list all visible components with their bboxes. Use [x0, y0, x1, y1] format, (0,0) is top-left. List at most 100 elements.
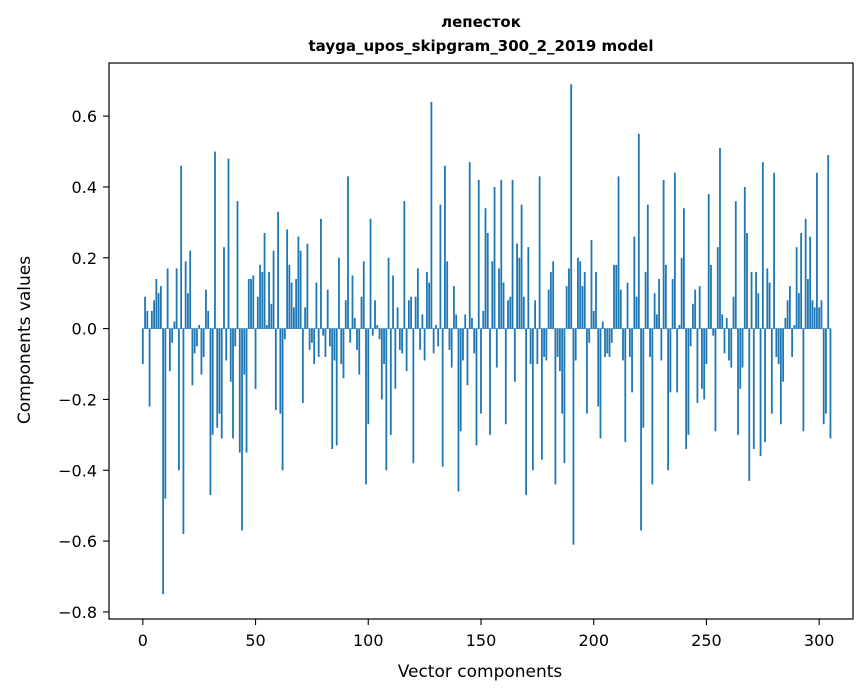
bar	[322, 328, 325, 336]
bar	[421, 314, 424, 329]
bar	[252, 275, 255, 329]
bar	[232, 328, 234, 439]
bar	[387, 257, 390, 329]
bar	[254, 328, 257, 389]
bar	[369, 218, 372, 329]
bar	[333, 328, 336, 361]
bar	[150, 310, 153, 329]
bar	[793, 325, 796, 329]
bar	[407, 300, 410, 329]
bar	[441, 328, 444, 467]
bar	[680, 257, 683, 329]
bar	[459, 328, 462, 432]
bar	[825, 328, 827, 414]
bar	[626, 282, 629, 329]
bar	[205, 289, 207, 329]
bar	[320, 218, 322, 329]
bar	[376, 325, 379, 329]
bar	[595, 271, 597, 329]
bar	[187, 293, 189, 329]
bar	[202, 328, 205, 357]
bar	[750, 271, 753, 329]
x-tick-label: 0	[138, 631, 148, 650]
bar	[631, 328, 633, 393]
bar	[270, 303, 273, 329]
bar	[608, 328, 611, 357]
bar	[198, 325, 201, 329]
bar	[245, 328, 248, 453]
bar	[540, 328, 543, 460]
bar	[428, 282, 431, 329]
bar	[811, 300, 814, 329]
bar	[281, 328, 284, 471]
bar	[148, 328, 151, 407]
bar	[365, 328, 367, 485]
bar	[651, 328, 654, 485]
bar	[761, 162, 764, 329]
bar	[425, 271, 428, 329]
bar	[444, 165, 446, 329]
bar	[340, 328, 343, 365]
bar	[615, 264, 618, 329]
bar	[455, 314, 458, 329]
bar	[347, 176, 349, 329]
bar	[410, 296, 413, 329]
bar	[714, 328, 717, 432]
bar	[633, 236, 636, 329]
bar	[153, 300, 155, 329]
bar	[568, 268, 570, 329]
bars-group	[141, 84, 832, 595]
bar	[518, 257, 521, 329]
bar	[752, 328, 755, 450]
bar	[622, 328, 624, 361]
bar	[635, 296, 638, 329]
bar	[721, 314, 724, 329]
bar	[243, 328, 246, 375]
bar	[755, 271, 757, 329]
y-tick-label: −0.2	[58, 390, 97, 409]
bar	[527, 247, 530, 329]
bar	[157, 293, 160, 329]
bar	[466, 328, 469, 386]
x-tick-label: 100	[353, 631, 384, 650]
bar	[707, 194, 710, 329]
bar	[450, 328, 453, 368]
bar	[730, 328, 733, 368]
bar	[624, 328, 627, 442]
bar	[737, 328, 739, 435]
bar	[644, 271, 647, 329]
bar	[338, 257, 340, 329]
bar	[166, 268, 169, 329]
bar	[597, 328, 600, 407]
bar	[371, 328, 374, 336]
bar	[286, 229, 289, 329]
bar	[457, 328, 460, 492]
bar	[234, 328, 237, 347]
bar	[660, 328, 663, 361]
bar	[385, 328, 388, 471]
bar	[403, 201, 406, 329]
bar	[171, 328, 174, 343]
bar	[788, 286, 791, 329]
bar	[723, 328, 726, 354]
bar	[619, 289, 622, 329]
bar	[757, 293, 760, 329]
y-axis-ticks: −0.8 −0.6 −0.4 −0.2 0.0 0.2 0.4 0.6	[58, 107, 109, 622]
bar	[565, 286, 568, 329]
bar	[349, 328, 352, 343]
bar	[389, 328, 392, 435]
bar	[412, 328, 415, 464]
bar	[435, 325, 437, 329]
bar	[211, 328, 214, 435]
bar	[534, 300, 537, 329]
bar	[556, 328, 559, 357]
bar	[448, 328, 451, 350]
bar	[822, 328, 825, 425]
bar	[773, 172, 775, 329]
bar	[342, 328, 345, 379]
bar	[628, 328, 631, 357]
bar	[728, 328, 730, 361]
bar	[577, 257, 579, 329]
bar	[495, 328, 498, 368]
bar	[241, 328, 243, 531]
